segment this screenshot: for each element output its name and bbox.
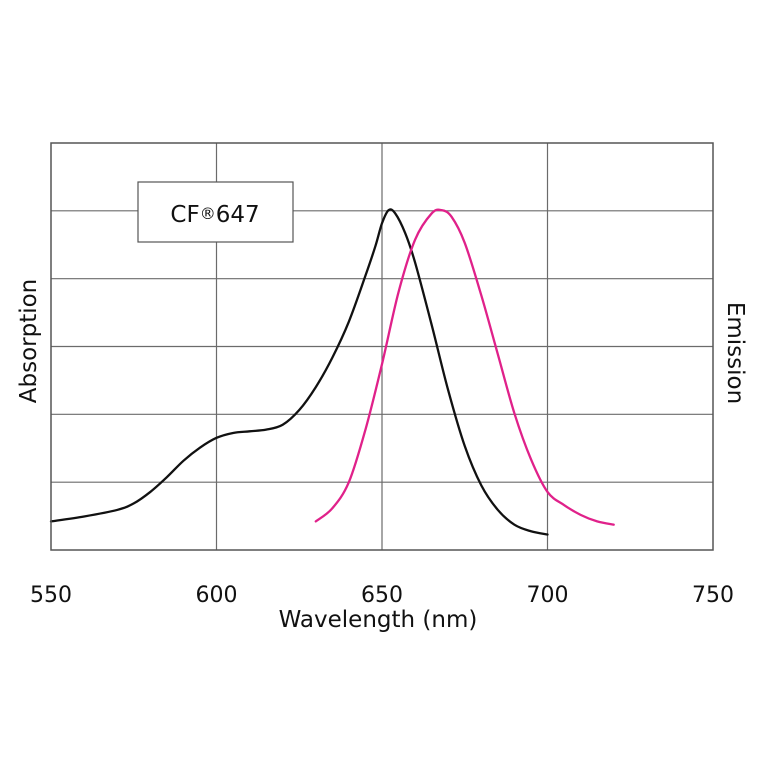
x-tick-label: 750 [692, 583, 734, 608]
legend-label: CF®647 [170, 202, 259, 228]
y-axis-label-right: Emission [722, 302, 748, 404]
x-axis-label: Wavelength (nm) [279, 607, 478, 633]
x-tick-label: 600 [196, 583, 238, 608]
emission-series-line [314, 208, 615, 526]
series-layer [49, 208, 615, 536]
x-tick-label: 550 [30, 583, 72, 608]
x-tick-label: 650 [361, 583, 403, 608]
legend-border [137, 181, 294, 243]
x-tick-labels: 550 600 650 700 750 [30, 583, 734, 608]
registered-mark: ® [200, 204, 216, 223]
x-tick-label: 700 [527, 583, 569, 608]
absorption-series-line [49, 208, 549, 536]
legend-box: CF®647 [137, 181, 294, 243]
y-axis-label-left: Absorption [16, 279, 42, 404]
plot-frame [50, 142, 714, 551]
